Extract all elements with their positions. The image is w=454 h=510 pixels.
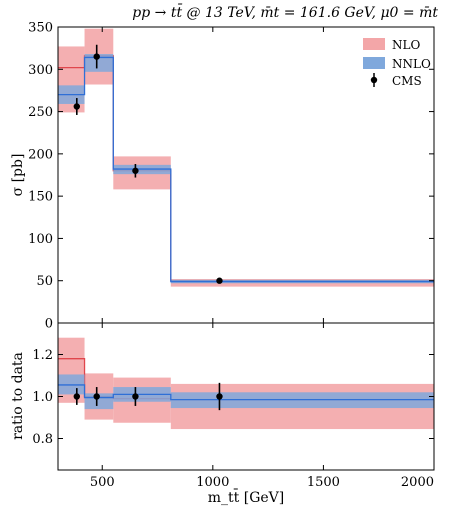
main-y-tick-label: 200 bbox=[28, 147, 53, 162]
main-axis-ticks: 0 50 100 150 200 250 300 350 bbox=[28, 21, 435, 332]
ratio-cms-point-0 bbox=[73, 393, 81, 400]
ratio-y-axis-label: ratio to data bbox=[10, 352, 26, 440]
main-cms-point-3 bbox=[216, 277, 223, 284]
main-y-tick-label: 250 bbox=[28, 105, 53, 120]
main-series bbox=[58, 28, 434, 287]
ratio-x-tick-label: 1000 bbox=[196, 475, 229, 490]
legend-label-nnlo: NNLO bbox=[392, 57, 431, 71]
main-y-tick-label: 300 bbox=[28, 63, 53, 78]
figure-title: pp → tt̄ @ 13 TeV, m̄t = 161.6 GeV, μ0 =… bbox=[132, 3, 438, 21]
ratio-x-tick-label: 500 bbox=[90, 475, 115, 490]
legend-swatch-nnlo bbox=[363, 57, 385, 69]
main-y-tick-label: 50 bbox=[36, 274, 53, 289]
legend-label-nlo: NLO bbox=[392, 38, 420, 52]
x-axis-label: m_tt̄ [GeV] bbox=[208, 488, 284, 506]
ratio-series bbox=[58, 337, 434, 430]
legend-label-cms: CMS bbox=[392, 74, 422, 88]
ratio-nnlo-central-line bbox=[58, 384, 434, 401]
ratio-panel: 500 1000 1500 2000 0.8 1.0 1.2 ratio to data m… bbox=[10, 322, 435, 506]
main-y-axis-label: σ [pb] bbox=[10, 154, 26, 197]
main-y-tick-label: 150 bbox=[28, 190, 53, 205]
main-y-tick-label: 350 bbox=[28, 21, 53, 36]
ratio-axis-ticks: 500 1000 1500 2000 0.8 1.0 1.2 bbox=[32, 323, 435, 490]
legend-marker-cms bbox=[370, 76, 378, 84]
legend-swatch-nlo bbox=[363, 38, 385, 50]
ratio-y-tick-label: 1.2 bbox=[32, 348, 53, 363]
ratio-y-tick-label: 0.8 bbox=[32, 432, 53, 447]
ratio-y-tick-label: 1.0 bbox=[32, 390, 53, 405]
main-cms-point-2 bbox=[132, 167, 139, 174]
main-cms-point-1 bbox=[93, 53, 100, 60]
main-cms-point-0 bbox=[73, 103, 81, 110]
ratio-cms-point-3 bbox=[216, 393, 223, 400]
ratio-cms-point-2 bbox=[132, 393, 139, 400]
ratio-cms-point-1 bbox=[93, 393, 100, 400]
main-panel: 0 50 100 150 200 250 300 350 σ [pb] NLO NNLO CM… bbox=[10, 21, 435, 332]
ratio-plot-area bbox=[58, 337, 434, 430]
main-y-tick-label: 100 bbox=[28, 232, 53, 247]
ratio-x-tick-label: 2000 bbox=[401, 475, 434, 490]
main-nnlo-central-line bbox=[58, 56, 434, 283]
main-y-tick-label: 0 bbox=[45, 317, 53, 332]
ratio-x-tick-label: 1500 bbox=[307, 475, 340, 490]
legend: NLO NNLO CMS bbox=[363, 38, 431, 88]
main-plot-area bbox=[58, 28, 434, 287]
main-nnlo-band-bin-1 bbox=[84, 54, 114, 72]
